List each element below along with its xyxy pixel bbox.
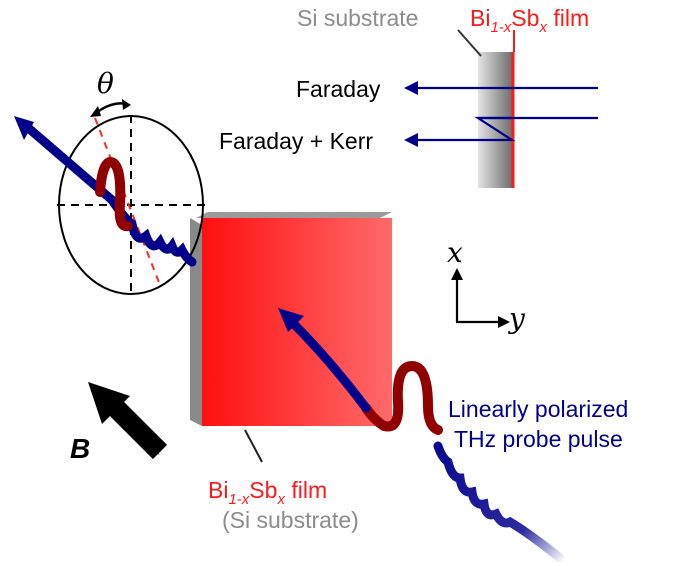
- incident-wave-tail: [433, 441, 565, 563]
- transmitted-pulse: [95, 156, 133, 232]
- faraday-kerr-arrowhead-icon: [404, 133, 418, 147]
- transmitted-arrowhead-icon: [14, 116, 34, 140]
- si-substrate-label: Si substrate: [297, 5, 418, 31]
- faraday-kerr-label: Faraday + Kerr: [219, 128, 373, 154]
- inset-geometry: [404, 29, 598, 188]
- si-substrate-leader: [457, 29, 482, 57]
- polarization-circle: [57, 99, 205, 295]
- transmitted-wave: [14, 116, 197, 267]
- field-label: B: [70, 433, 90, 464]
- incident-pulse: [361, 360, 443, 435]
- inset-si-substrate: [478, 52, 512, 188]
- field-arrow-icon: [88, 382, 168, 460]
- sample-top-edge: [196, 212, 392, 218]
- sample-leader: [244, 429, 263, 463]
- transmitted-wave-trail: [21, 121, 197, 267]
- substrate-label-bottom: (Si substrate): [222, 507, 359, 533]
- probe-label-line2: THz probe pulse: [454, 426, 623, 452]
- faraday-kerr-beam: [412, 116, 598, 142]
- rotated-polarization-dashed: [94, 117, 161, 286]
- axis-indicator: [451, 268, 510, 328]
- theta-label: θ: [97, 67, 114, 100]
- sample-block: [190, 212, 392, 463]
- film-label-top: Bi1-xSbx film: [470, 5, 589, 36]
- axis-y-label: y: [507, 302, 526, 335]
- incident-wave: [278, 308, 565, 563]
- probe-label-line1: Linearly polarized: [448, 396, 628, 422]
- incident-beam-shaft: [285, 315, 371, 413]
- film-label-bottom: Bi1-xSbx film: [208, 477, 327, 508]
- sample-side-edge: [190, 218, 202, 426]
- faraday-arrowhead-icon: [404, 81, 418, 95]
- faraday-label: Faraday: [296, 76, 381, 102]
- incident-arrowhead-icon: [278, 308, 304, 332]
- axis-x-label: x: [447, 236, 463, 269]
- rotation-double-arrow-icon: [95, 102, 128, 115]
